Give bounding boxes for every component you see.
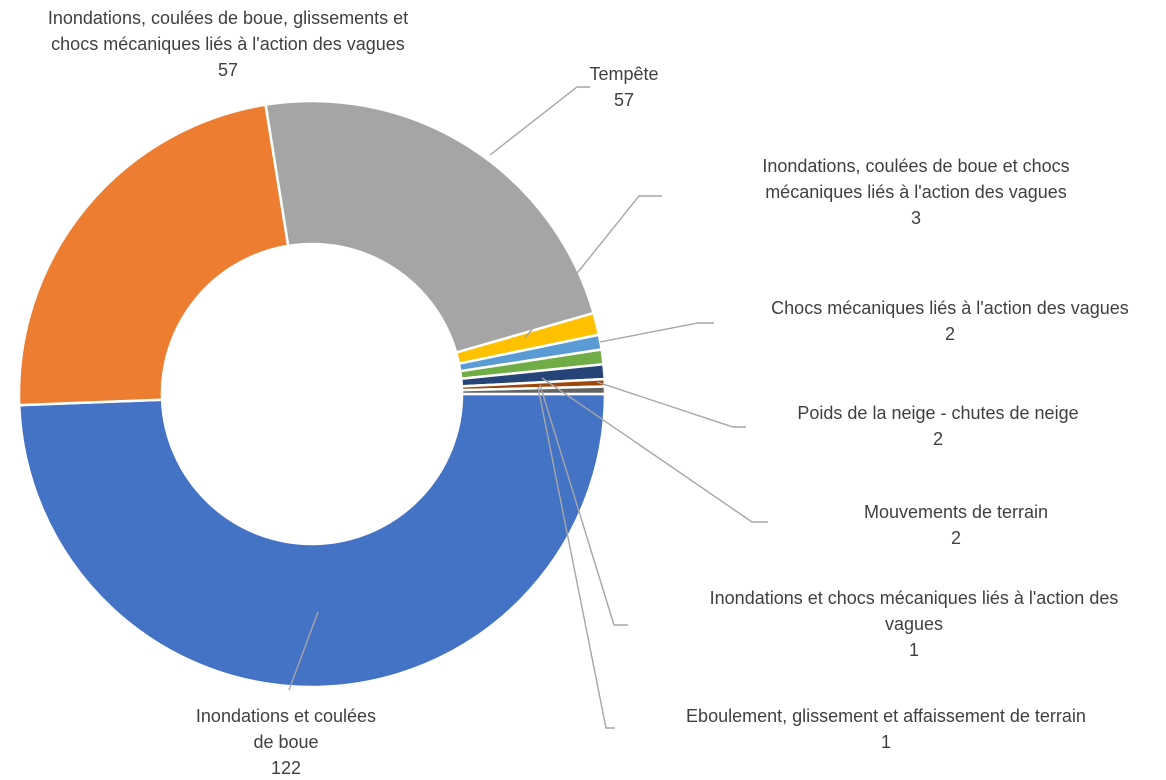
data-label-category-9: Eboulement, glissement et affaissement d… xyxy=(686,706,1086,726)
data-label-category-4: Inondations, coulées de boue et chocs xyxy=(762,156,1069,176)
slice-1 xyxy=(17,392,607,689)
data-label-category-3: Tempête xyxy=(589,64,658,84)
data-label-value-6: 2 xyxy=(933,429,943,449)
data-label-value-7: 2 xyxy=(951,528,961,548)
data-label-category-8: vagues xyxy=(885,614,943,634)
data-label-value-3: 57 xyxy=(614,90,634,110)
leader-line-7 xyxy=(541,377,768,523)
data-label-category-4: mécaniques liés à l'action des vagues xyxy=(765,182,1067,202)
leader-line-8 xyxy=(539,384,628,626)
data-label-category-5: Chocs mécaniques liés à l'action des vag… xyxy=(771,298,1129,318)
data-label-value-9: 1 xyxy=(881,732,891,752)
slices-layer xyxy=(17,99,607,689)
leader-line-3 xyxy=(489,86,590,156)
data-label-category-8: Inondations et chocs mécaniques liés à l… xyxy=(710,588,1119,608)
leader-line-9 xyxy=(537,386,615,729)
data-label-category-2: chocs mécaniques liés à l'action des vag… xyxy=(51,34,405,54)
data-label-value-1: 122 xyxy=(271,758,301,778)
slice-9 xyxy=(460,385,607,396)
slice-3 xyxy=(264,99,596,355)
leader-lines-layer xyxy=(288,86,768,729)
leader-line-6 xyxy=(596,381,746,428)
data-label-value-5: 2 xyxy=(945,324,955,344)
leader-line-4 xyxy=(524,195,662,339)
leader-line-1 xyxy=(288,611,319,691)
data-label-value-2: 57 xyxy=(218,60,238,80)
data-label-category-7: Mouvements de terrain xyxy=(864,502,1048,522)
slice-2 xyxy=(17,103,290,407)
data-label-category-2: Inondations, coulées de boue, glissement… xyxy=(48,8,408,28)
data-label-category-1: de boue xyxy=(253,732,318,752)
data-label-category-1: Inondations et coulées xyxy=(196,706,376,726)
data-label-category-6: Poids de la neige - chutes de neige xyxy=(797,403,1078,423)
leader-line-5 xyxy=(599,322,714,343)
data-label-value-4: 3 xyxy=(911,208,921,228)
data-label-value-8: 1 xyxy=(909,640,919,660)
